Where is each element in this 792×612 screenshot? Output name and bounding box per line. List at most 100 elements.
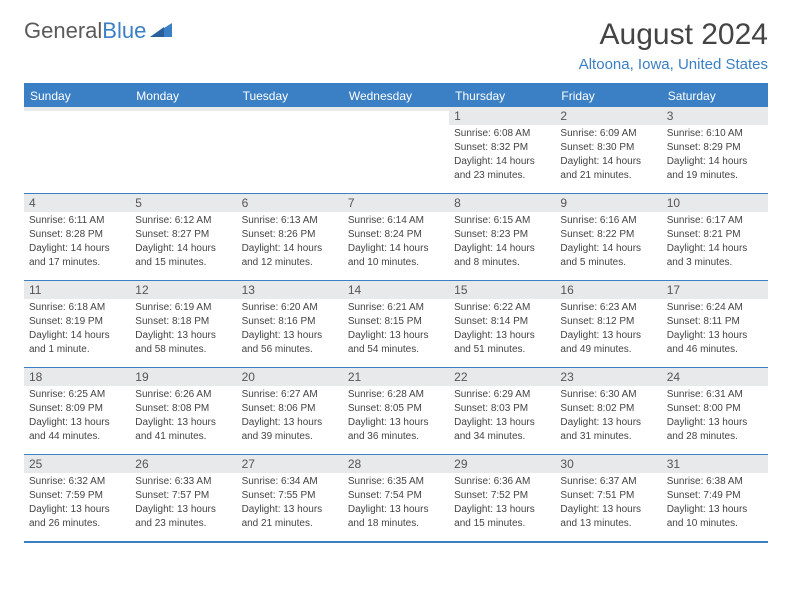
day-cell: 25 Sunrise: 6:32 AMSunset: 7:59 PMDayligh…	[24, 455, 130, 541]
weekday-label: Saturday	[662, 85, 768, 107]
sunset-text: Sunset: 8:22 PM	[560, 228, 656, 242]
day-number: 28	[343, 455, 449, 473]
sunrise-text: Sunrise: 6:38 AM	[667, 475, 763, 489]
day-cell	[343, 107, 449, 193]
sunrise-text: Sunrise: 6:28 AM	[348, 388, 444, 402]
dl2-text: and 26 minutes.	[29, 517, 125, 531]
day-number: 9	[555, 194, 661, 212]
dl1-text: Daylight: 14 hours	[29, 242, 125, 256]
day-cell: 11Sunrise: 6:18 AMSunset: 8:19 PMDayligh…	[24, 281, 130, 367]
day-number: 14	[343, 281, 449, 299]
dl1-text: Daylight: 13 hours	[29, 503, 125, 517]
day-number: 19	[130, 368, 236, 386]
day-cell: 2Sunrise: 6:09 AMSunset: 8:30 PMDaylight…	[555, 107, 661, 193]
day-detail: Sunrise: 6:17 AMSunset: 8:21 PMDaylight:…	[662, 212, 768, 272]
dl2-text: and 51 minutes.	[454, 343, 550, 357]
sunrise-text: Sunrise: 6:34 AM	[242, 475, 338, 489]
day-detail: Sunrise: 6:09 AMSunset: 8:30 PMDaylight:…	[555, 125, 661, 185]
dl2-text: and 31 minutes.	[560, 430, 656, 444]
day-number: 15	[449, 281, 555, 299]
dl1-text: Daylight: 14 hours	[667, 242, 763, 256]
sunrise-text: Sunrise: 6:18 AM	[29, 301, 125, 315]
dl2-text: and 10 minutes.	[667, 517, 763, 531]
weekday-label: Tuesday	[237, 85, 343, 107]
dl2-text: and 1 minute.	[29, 343, 125, 357]
dl2-text: and 15 minutes.	[135, 256, 231, 270]
sunset-text: Sunset: 8:02 PM	[560, 402, 656, 416]
dl2-text: and 19 minutes.	[667, 169, 763, 183]
day-number: 20	[237, 368, 343, 386]
sunset-text: Sunset: 7:57 PM	[135, 489, 231, 503]
calendar: SundayMondayTuesdayWednesdayThursdayFrid…	[24, 83, 768, 543]
sunset-text: Sunset: 8:14 PM	[454, 315, 550, 329]
day-cell: 30Sunrise: 6:37 AMSunset: 7:51 PMDayligh…	[555, 455, 661, 541]
dl2-text: and 5 minutes.	[560, 256, 656, 270]
day-detail: Sunrise: 6:25 AMSunset: 8:09 PMDaylight:…	[24, 386, 130, 446]
day-number: 10	[662, 194, 768, 212]
sunset-text: Sunset: 8:32 PM	[454, 141, 550, 155]
day-cell: 14Sunrise: 6:21 AMSunset: 8:15 PMDayligh…	[343, 281, 449, 367]
day-number	[130, 107, 236, 111]
day-number: 27	[237, 455, 343, 473]
sunrise-text: Sunrise: 6:24 AM	[667, 301, 763, 315]
sunrise-text: Sunrise: 6:12 AM	[135, 214, 231, 228]
day-detail: Sunrise: 6:18 AMSunset: 8:19 PMDaylight:…	[24, 299, 130, 359]
day-detail: Sunrise: 6:31 AMSunset: 8:00 PMDaylight:…	[662, 386, 768, 446]
day-cell: 24Sunrise: 6:31 AMSunset: 8:00 PMDayligh…	[662, 368, 768, 454]
sunset-text: Sunset: 8:29 PM	[667, 141, 763, 155]
day-number: 25	[24, 455, 130, 473]
day-cell	[130, 107, 236, 193]
day-detail: Sunrise: 6:38 AMSunset: 7:49 PMDaylight:…	[662, 473, 768, 533]
sunset-text: Sunset: 8:30 PM	[560, 141, 656, 155]
day-number: 24	[662, 368, 768, 386]
sunrise-text: Sunrise: 6:32 AM	[29, 475, 125, 489]
day-detail: Sunrise: 6:29 AMSunset: 8:03 PMDaylight:…	[449, 386, 555, 446]
day-number: 21	[343, 368, 449, 386]
day-number	[24, 107, 130, 111]
day-cell: 12Sunrise: 6:19 AMSunset: 8:18 PMDayligh…	[130, 281, 236, 367]
day-detail: Sunrise: 6:33 AMSunset: 7:57 PMDaylight:…	[130, 473, 236, 533]
dl1-text: Daylight: 13 hours	[454, 329, 550, 343]
day-detail: Sunrise: 6:14 AMSunset: 8:24 PMDaylight:…	[343, 212, 449, 272]
day-cell: 15 Sunrise: 6:22 AMSunset: 8:14 PMDayligh…	[449, 281, 555, 367]
day-cell: 4Sunrise: 6:11 AMSunset: 8:28 PMDaylight…	[24, 194, 130, 280]
sunrise-text: Sunrise: 6:31 AM	[667, 388, 763, 402]
dl1-text: Daylight: 13 hours	[454, 503, 550, 517]
day-cell	[24, 107, 130, 193]
sunset-text: Sunset: 8:06 PM	[242, 402, 338, 416]
sunset-text: Sunset: 8:19 PM	[29, 315, 125, 329]
dl1-text: Daylight: 14 hours	[348, 242, 444, 256]
day-cell: 20Sunrise: 6:27 AMSunset: 8:06 PMDayligh…	[237, 368, 343, 454]
day-number: 29	[449, 455, 555, 473]
dl2-text: and 23 minutes.	[454, 169, 550, 183]
sunset-text: Sunset: 7:49 PM	[667, 489, 763, 503]
sunset-text: Sunset: 7:59 PM	[29, 489, 125, 503]
week-row: 11Sunrise: 6:18 AMSunset: 8:19 PMDayligh…	[24, 280, 768, 367]
sunset-text: Sunset: 8:12 PM	[560, 315, 656, 329]
dl1-text: Daylight: 13 hours	[135, 329, 231, 343]
day-number: 23	[555, 368, 661, 386]
dl2-text: and 46 minutes.	[667, 343, 763, 357]
weekday-label: Friday	[555, 85, 661, 107]
day-cell: 13Sunrise: 6:20 AMSunset: 8:16 PMDayligh…	[237, 281, 343, 367]
day-number: 22	[449, 368, 555, 386]
day-number: 3	[662, 107, 768, 125]
sunrise-text: Sunrise: 6:22 AM	[454, 301, 550, 315]
sunset-text: Sunset: 8:09 PM	[29, 402, 125, 416]
day-detail: Sunrise: 6:27 AMSunset: 8:06 PMDaylight:…	[237, 386, 343, 446]
dl1-text: Daylight: 14 hours	[560, 242, 656, 256]
day-detail: Sunrise: 6:21 AMSunset: 8:15 PMDaylight:…	[343, 299, 449, 359]
day-cell: 5Sunrise: 6:12 AMSunset: 8:27 PMDaylight…	[130, 194, 236, 280]
location: Altoona, Iowa, United States	[579, 56, 768, 73]
day-cell: 6Sunrise: 6:13 AMSunset: 8:26 PMDaylight…	[237, 194, 343, 280]
sunrise-text: Sunrise: 6:09 AM	[560, 127, 656, 141]
sunrise-text: Sunrise: 6:37 AM	[560, 475, 656, 489]
sunset-text: Sunset: 7:54 PM	[348, 489, 444, 503]
dl2-text: and 18 minutes.	[348, 517, 444, 531]
dl1-text: Daylight: 13 hours	[242, 503, 338, 517]
sunset-text: Sunset: 8:28 PM	[29, 228, 125, 242]
day-cell: 19Sunrise: 6:26 AMSunset: 8:08 PMDayligh…	[130, 368, 236, 454]
day-detail: Sunrise: 6:35 AMSunset: 7:54 PMDaylight:…	[343, 473, 449, 533]
day-number: 7	[343, 194, 449, 212]
day-detail: Sunrise: 6:20 AMSunset: 8:16 PMDaylight:…	[237, 299, 343, 359]
